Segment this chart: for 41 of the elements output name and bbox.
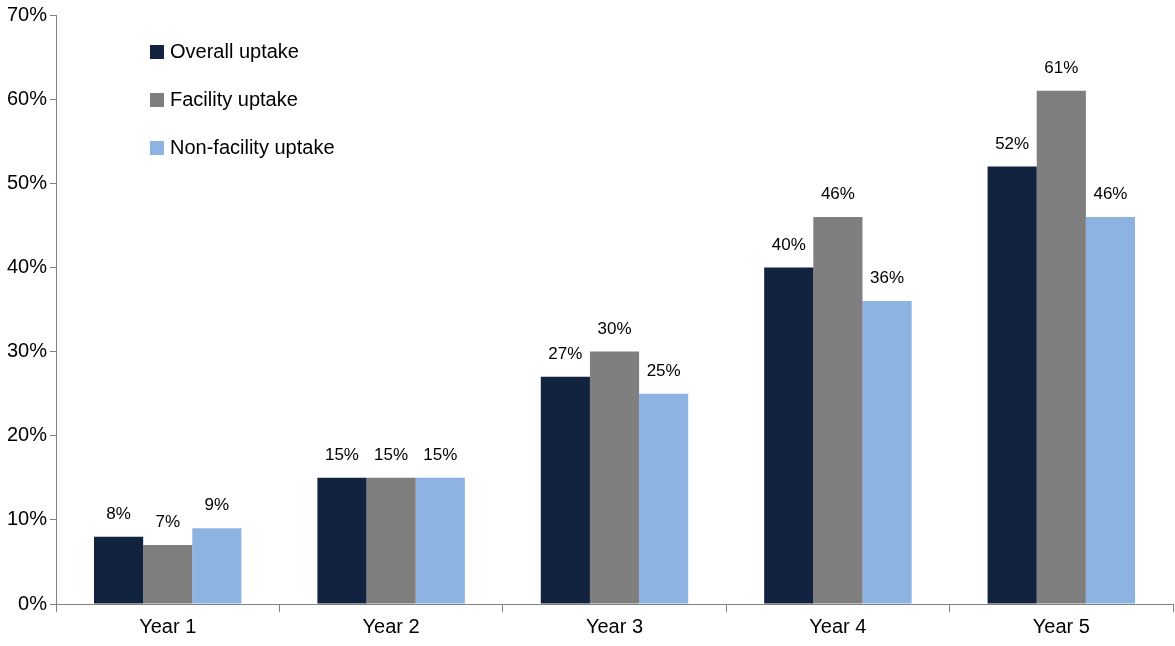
bar [317, 477, 367, 604]
legend-label: Facility uptake [170, 88, 298, 111]
bar [415, 477, 465, 604]
x-tick-label: Year 3 [585, 614, 644, 637]
bar [192, 528, 242, 604]
data-label: 30% [597, 318, 632, 338]
data-label: 36% [870, 268, 905, 288]
y-tick-label: 0% [18, 591, 48, 614]
bar [1085, 216, 1136, 604]
y-tick-label: 70% [7, 2, 48, 25]
data-label: 15% [324, 444, 359, 464]
data-label: 15% [423, 444, 458, 464]
data-label: 52% [995, 133, 1030, 153]
data-label: 46% [820, 184, 855, 204]
legend-label: Non-facility uptake [170, 136, 335, 159]
data-label: 40% [771, 234, 806, 254]
bar [987, 166, 1037, 604]
y-tick-label: 20% [7, 423, 48, 446]
data-label: 9% [204, 495, 230, 515]
data-label: 61% [1044, 57, 1079, 77]
x-tick-label: Year 4 [809, 614, 867, 637]
x-tick-label: Year 1 [139, 614, 197, 637]
data-label: 8% [106, 503, 131, 523]
data-label: 25% [646, 360, 681, 380]
y-tick-label: 50% [7, 170, 48, 193]
legend-label: Overall uptake [170, 40, 299, 63]
y-tick-label: 30% [7, 339, 48, 362]
data-label: 27% [548, 344, 583, 363]
y-tick-label: 40% [7, 254, 48, 277]
x-tick-label: Year 2 [362, 614, 420, 637]
data-label: 7% [155, 512, 181, 532]
y-tick-label: 60% [7, 86, 48, 109]
data-label: 15% [374, 444, 409, 464]
bar [764, 267, 814, 604]
y-tick-label: 10% [7, 507, 48, 530]
bar [94, 536, 144, 604]
data-label: 46% [1093, 184, 1128, 204]
bar [639, 393, 689, 604]
bar [862, 301, 912, 604]
x-tick-label: Year 5 [1032, 614, 1090, 637]
bar [540, 376, 590, 604]
